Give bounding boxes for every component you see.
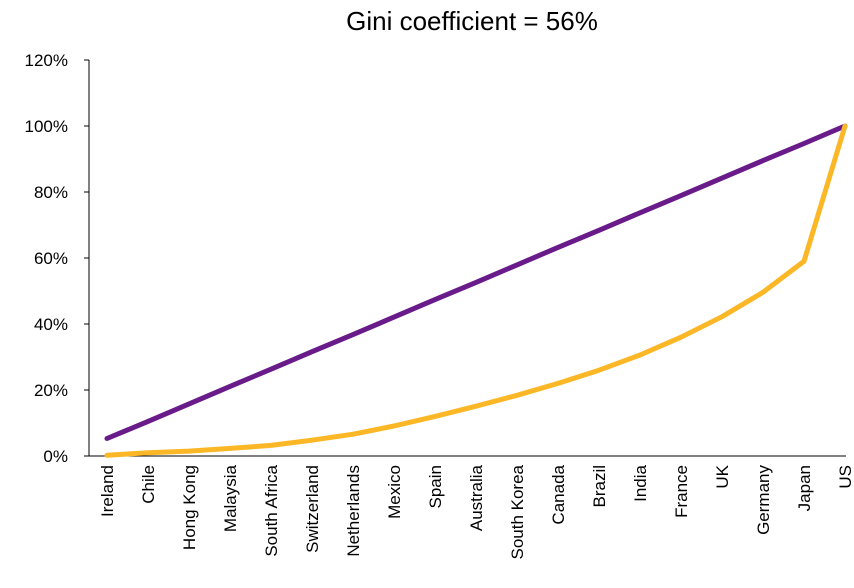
x-tick-label: Mexico [385,465,404,519]
x-tick-label: Malaysia [221,464,240,532]
y-tick-label: 80% [34,183,68,202]
y-tick-label: 120% [25,51,68,70]
x-tick-label: Australia [467,464,486,531]
x-tick-label: Hong Kong [180,465,199,550]
x-tick-label: Ireland [98,465,117,517]
y-tick-label: 40% [34,315,68,334]
x-tick-label: Brazil [590,465,609,508]
x-tick-label: Switzerland [303,465,322,553]
x-tick-label: France [672,465,691,518]
x-tick-label: South Korea [508,464,527,559]
x-tick-label: Netherlands [344,465,363,557]
y-tick-label: 0% [43,447,68,466]
series-line-1 [104,123,848,441]
x-tick-label: South Africa [262,464,281,556]
x-tick-label: Japan [795,465,814,511]
x-tick-label: Germany [754,465,773,535]
y-tick-label: 100% [25,117,68,136]
y-tick-label: 60% [34,249,68,268]
x-axis-ticks: Ireland Chile Hong Kong Malaysia South Afric… [98,464,854,559]
series-group [104,123,848,458]
x-tick-label: Spain [426,465,445,508]
x-tick-label: India [631,464,650,501]
x-tick-label: Chile [139,465,158,504]
y-axis-ticks: 0% 20% 40% 60% 80% 100% 120% [25,51,89,466]
x-tick-label: UK [713,464,732,488]
x-tick-label: US [836,465,854,489]
y-tick-label: 20% [34,381,68,400]
x-tick-label: Canada [549,464,568,524]
chart-title: Gini coefficient = 56% [346,6,598,36]
